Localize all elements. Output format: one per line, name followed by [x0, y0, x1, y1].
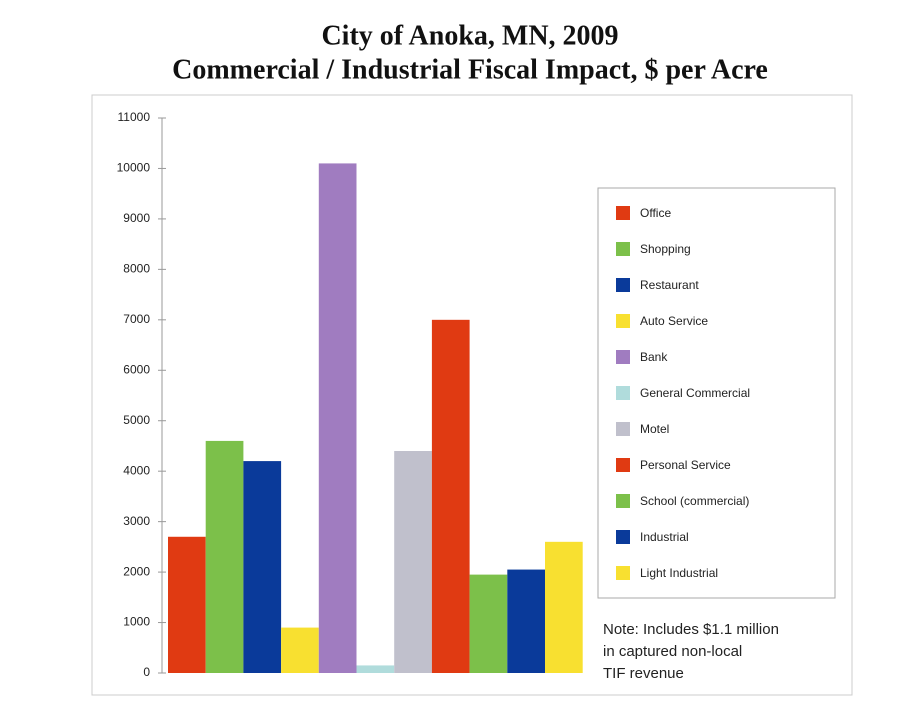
legend-swatch	[616, 566, 630, 580]
legend-swatch	[616, 350, 630, 364]
legend-swatch	[616, 206, 630, 220]
legend-label: Auto Service	[640, 314, 708, 328]
legend-label: Motel	[640, 422, 669, 436]
legend-swatch	[616, 242, 630, 256]
bar	[168, 536, 206, 673]
legend-swatch	[616, 422, 630, 436]
y-tick-label: 5000	[123, 413, 150, 427]
y-tick-label: 8000	[123, 262, 150, 276]
y-tick-label: 4000	[123, 463, 150, 477]
legend-label: Bank	[640, 350, 668, 364]
legend-swatch	[616, 494, 630, 508]
legend-label: Office	[640, 206, 671, 220]
legend-swatch	[616, 278, 630, 292]
y-tick-label: 10000	[117, 161, 151, 175]
y-tick-label: 1000	[123, 615, 150, 629]
y-tick-label: 6000	[123, 362, 150, 376]
legend-box	[597, 187, 836, 599]
legend-swatch	[616, 314, 630, 328]
note: in captured non-local	[603, 643, 742, 660]
legend-label: Industrial	[640, 530, 689, 544]
legend-label: Light Industrial	[640, 566, 718, 580]
chart-title: City of Anoka, MN, 2009	[321, 20, 618, 51]
legend-swatch	[616, 386, 630, 400]
bar	[431, 319, 470, 673]
legend-label: General Commercial	[640, 386, 750, 400]
note: Note: Includes $1.1 million	[603, 621, 779, 638]
legend-label: Shopping	[640, 242, 691, 256]
legend-swatch	[616, 530, 630, 544]
bar	[243, 461, 282, 673]
y-tick-label: 11000	[118, 110, 151, 124]
bar	[507, 569, 545, 673]
y-tick-label: 0	[143, 665, 150, 679]
chart-title: Commercial / Industrial Fiscal Impact, $…	[172, 54, 768, 85]
bar	[394, 451, 432, 673]
legend-label: Restaurant	[640, 278, 699, 292]
bar	[318, 163, 357, 673]
bar	[356, 665, 395, 673]
bar	[545, 541, 583, 673]
bar	[469, 574, 508, 673]
legend-swatch	[616, 458, 630, 472]
legend-label: Personal Service	[640, 458, 731, 472]
note: TIF revenue	[603, 665, 684, 682]
bar	[205, 440, 244, 673]
y-tick-label: 9000	[123, 211, 150, 225]
y-tick-label: 3000	[123, 514, 150, 528]
y-tick-label: 7000	[123, 312, 150, 326]
y-tick-label: 2000	[123, 564, 150, 578]
bar	[281, 627, 319, 673]
legend-label: School (commercial)	[640, 494, 749, 508]
